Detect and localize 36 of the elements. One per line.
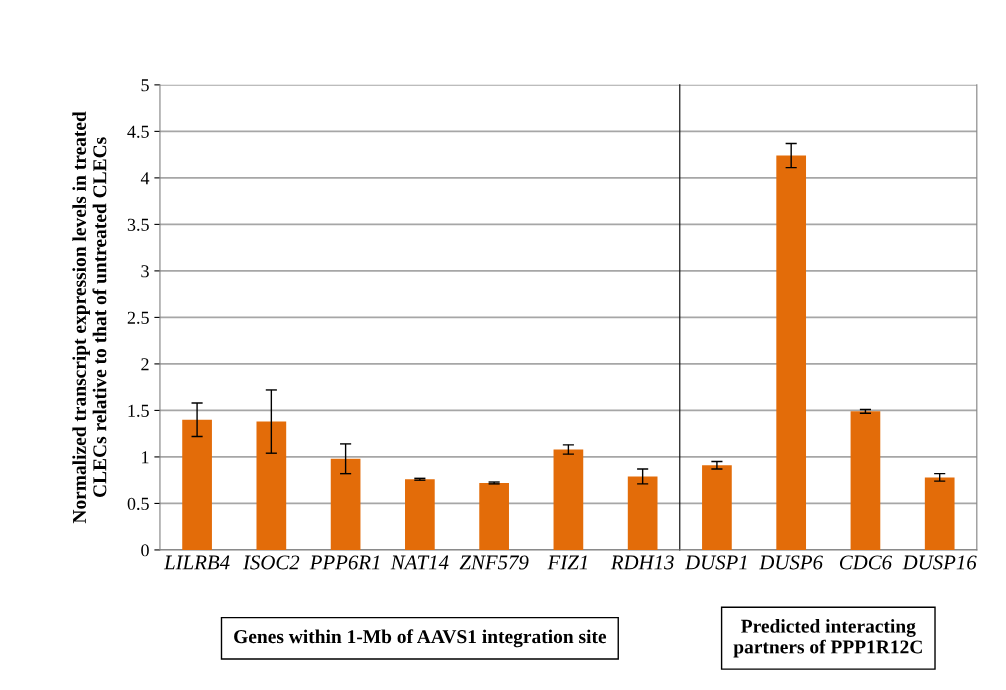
x-tick-label: DUSP6	[759, 555, 823, 570]
y-axis-title: Normalized transcript expression levels in treated CLECs relative to that of untreated CLECs	[72, 111, 107, 524]
bar	[182, 419, 212, 550]
bar	[776, 155, 807, 550]
text: Predicted interacting partners of PPP1R12C	[733, 619, 922, 658]
x-tick-label: ISOC2	[242, 555, 300, 570]
x-tick-label: DUSP1	[684, 555, 747, 570]
bar	[627, 476, 658, 550]
y-tick-label: 3.5	[127, 218, 149, 231]
y-tick-label: 0	[141, 544, 149, 557]
x-tick-label: LILRB4	[163, 555, 230, 570]
bar	[479, 482, 509, 550]
bar	[405, 479, 435, 550]
y-tick-label: 0.5	[127, 497, 149, 510]
x-tick-label: CDC6	[839, 555, 892, 570]
y-tick-label: 1.5	[128, 404, 149, 417]
bar	[924, 477, 955, 550]
y-tick-label: 2.5	[127, 311, 149, 324]
x-tick-label: FIZ1	[547, 555, 587, 570]
y-tick-label: 4	[140, 172, 150, 185]
y-tick-label: 1	[142, 451, 149, 464]
x-tick-label: RDH13	[610, 555, 674, 570]
x-tick-label: ZNF579	[459, 555, 529, 570]
x-tick-label: PPP6R1	[309, 555, 380, 570]
y-tick-label: 3	[141, 265, 149, 278]
y-tick-label: 5	[141, 79, 149, 92]
y-tick-label: 2	[141, 358, 149, 371]
text: Genes within 1-Mb of AAVS1 integration site	[234, 629, 607, 648]
bar	[256, 421, 287, 550]
x-tick-label: NAT14	[390, 555, 449, 570]
bar	[702, 465, 732, 550]
y-tick-label: 4.5	[127, 125, 149, 138]
bar	[553, 449, 584, 550]
bar	[330, 458, 361, 550]
x-tick-label: DUSP16	[902, 555, 977, 570]
bar	[850, 411, 881, 550]
